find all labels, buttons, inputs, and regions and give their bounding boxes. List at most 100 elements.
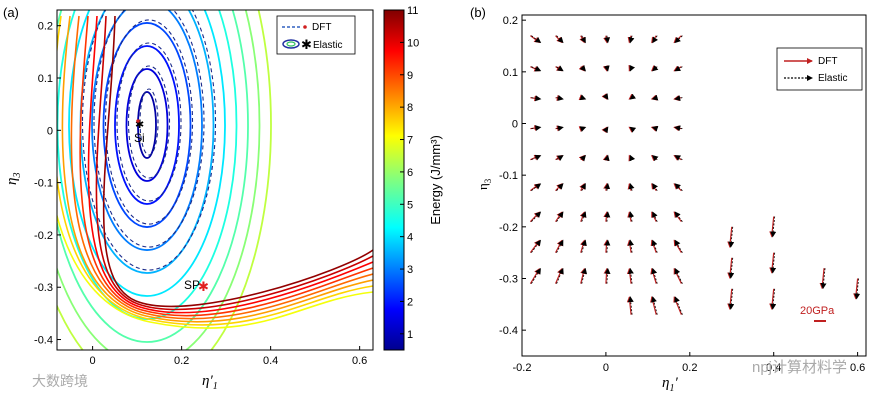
colorbar-label: Energy (J/mm³) xyxy=(428,135,443,225)
quiver-elastic-arrow-24 xyxy=(580,211,587,222)
quiver-elastic-arrow-45 xyxy=(627,296,634,315)
quiver-elastic-arrow-30 xyxy=(602,126,609,134)
quiver-elastic-arrow-56 xyxy=(674,35,683,44)
tick-label-b-y-3: -0.1 xyxy=(499,170,518,182)
legend-elastic-ellipse xyxy=(282,39,300,49)
si-label: Si xyxy=(134,131,145,145)
quiver-dft-arrow-10 xyxy=(555,65,563,72)
quiver-elastic-arrow-51 xyxy=(652,183,659,191)
quiver-elastic-arrow-21 xyxy=(579,126,587,132)
colorbar-tick-label-9: 2 xyxy=(407,296,413,308)
quiver-elastic-arrow-28 xyxy=(603,65,610,72)
quiver-elastic-arrow-19 xyxy=(579,64,586,72)
quiver-dft-arrow-63 xyxy=(673,239,682,253)
quiver-dft-arrow-8 xyxy=(529,267,540,284)
legend-elastic-label: Elastic xyxy=(313,40,342,51)
colorbar-tick-label-4: 7 xyxy=(407,135,413,147)
tick-label-b-x-0: -0.2 xyxy=(513,362,532,374)
quiver-elastic-arrow-37 xyxy=(629,64,636,72)
quiver-dft-arrow-0 xyxy=(530,35,541,44)
contour-line-11 xyxy=(57,212,373,329)
contour-line-8 xyxy=(57,10,249,343)
quiver-elastic-arrow-55 xyxy=(651,296,658,315)
quiver-dft-arrow-14 xyxy=(555,183,563,192)
quiver-elastic-arrow-2 xyxy=(531,95,542,102)
quiver-dft-arrow-71 xyxy=(769,288,776,310)
panel-a-label: (a) xyxy=(3,5,19,20)
contour-plot xyxy=(57,10,373,350)
contour-dft-4 xyxy=(93,10,205,248)
quiver-elastic-arrow-14 xyxy=(556,183,564,191)
axis-b-ylabel: η3 xyxy=(475,178,493,190)
quiver-elastic-arrow-15 xyxy=(556,211,564,222)
quiver-elastic-arrow-39 xyxy=(629,126,637,133)
quiver-dft-arrow-46 xyxy=(651,35,658,44)
quiver-elastic-arrow-54 xyxy=(651,267,658,284)
sp-label: SP xyxy=(184,278,200,292)
quiver-dft-arrow-54 xyxy=(650,267,657,284)
quiver-elastic-arrow-6 xyxy=(531,211,542,222)
quiver-elastic-arrow-36 xyxy=(628,35,635,44)
colorbar-tick-label-5: 6 xyxy=(407,167,413,179)
quiver-dft-arrow-57 xyxy=(673,65,682,72)
legend-b-box xyxy=(776,47,863,91)
quiver-elastic-arrow-44 xyxy=(627,267,634,284)
point-sp: SP ✱ xyxy=(184,278,209,294)
quiver-dft-arrow-15 xyxy=(555,211,563,222)
quiver-elastic-arrow-5 xyxy=(531,183,542,191)
quiver-elastic-arrow-64 xyxy=(674,267,683,284)
contour-dft-2 xyxy=(116,42,182,202)
sp-star-marker: ✱ xyxy=(198,279,209,294)
contour-line-17 xyxy=(95,15,373,311)
quiver-dft-arrow-51 xyxy=(651,183,658,191)
quiver-dft-arrow-65 xyxy=(673,296,682,315)
quiver-elastic-arrow-20 xyxy=(579,94,587,101)
tick-label-b-x-2: 0.2 xyxy=(682,362,697,374)
quiver-elastic-arrow-60 xyxy=(674,155,683,161)
quiver-dft-arrow-53 xyxy=(650,239,657,253)
quiver-dft-arrow-5 xyxy=(530,183,541,192)
legend-elastic-star: ✱ xyxy=(301,37,312,52)
legend-b-elastic-label: Elastic xyxy=(818,73,847,84)
watermark-right: npj计算材料学 xyxy=(752,358,847,376)
quiver-dft-arrow-4 xyxy=(530,154,541,161)
quiver-dft-arrow-43 xyxy=(627,239,633,253)
colorbar-tick-label-0: 11 xyxy=(407,5,418,17)
colorbar-tick-label-7: 4 xyxy=(407,232,413,244)
quiver-elastic-arrow-23 xyxy=(580,183,586,191)
contour-line-2 xyxy=(114,45,180,205)
quiver-elastic-arrow-29 xyxy=(602,93,609,100)
quiver-dft-arrow-55 xyxy=(650,296,657,315)
quiver-dft-arrow-73 xyxy=(853,278,860,300)
quiver-elastic-arrow-26 xyxy=(581,267,588,284)
legend-elastic-inner xyxy=(286,41,296,47)
colorbar-tick-label-1: 10 xyxy=(407,37,419,49)
quiver-elastic-arrow-57 xyxy=(674,65,683,72)
quiver-dft-arrow-67 xyxy=(727,257,734,279)
quiver-dft-arrow-52 xyxy=(651,211,657,222)
colorbar-tick-label-8: 3 xyxy=(407,264,413,276)
quiver-elastic-arrow-38 xyxy=(629,93,637,100)
colorbar-gradient xyxy=(383,9,405,351)
tick-label-a-x-2: 0.4 xyxy=(263,355,278,367)
contour-line-5 xyxy=(79,10,215,274)
plot-a-frame xyxy=(56,9,374,351)
quiver-elastic-arrow-16 xyxy=(556,239,564,253)
quiver-elastic-arrow-33 xyxy=(604,211,611,222)
tick-label-a-x-0: 0 xyxy=(90,355,96,367)
quiver-elastic-arrow-10 xyxy=(556,65,564,72)
tick-label-b-y-1: 0.1 xyxy=(503,67,518,79)
quiver-dft-arrow-7 xyxy=(529,239,540,254)
quiver-elastic-arrow-22 xyxy=(579,154,586,162)
legend-dft-marker xyxy=(303,25,307,29)
tick-label-a-y-5: -0.3 xyxy=(34,282,53,294)
quiver-dft-arrow-62 xyxy=(673,211,682,223)
quiver-elastic-arrow-12 xyxy=(556,125,564,132)
quiver-dft-arrow-17 xyxy=(555,267,563,284)
tick-label-b-y-4: -0.2 xyxy=(499,222,518,234)
quiver-elastic-arrow-11 xyxy=(556,95,564,101)
contour-line-7 xyxy=(57,10,238,320)
axes-b-ticks: -0.2 0 0.2 0.4 0.6 0.2 0.1 0 -0.1 -0.2 -0.3 -0.4 xyxy=(499,15,865,374)
contour-dft-5 xyxy=(81,10,217,271)
quiver-elastic-arrow-4 xyxy=(531,154,542,161)
